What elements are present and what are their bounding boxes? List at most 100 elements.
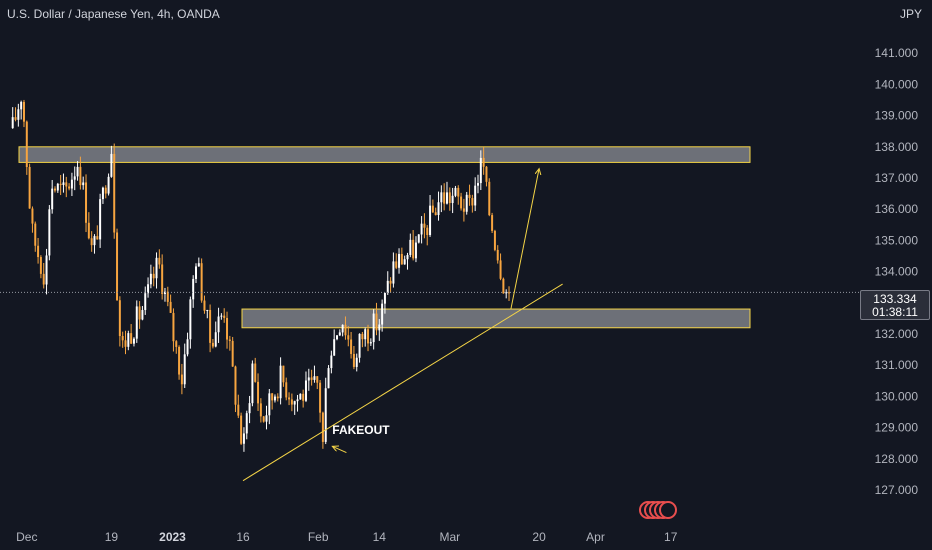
candle-body xyxy=(457,187,460,197)
candle-body xyxy=(107,176,110,194)
candle-body xyxy=(398,253,401,268)
candle-body xyxy=(431,205,434,213)
candle-body xyxy=(434,212,437,216)
candle-body xyxy=(189,299,192,340)
candle-body xyxy=(48,209,51,256)
candle-body xyxy=(17,109,20,120)
candle-body xyxy=(200,263,203,301)
price-tick-label: 127.000 xyxy=(875,483,919,497)
candle-body xyxy=(454,187,457,196)
time-tick-label: 19 xyxy=(105,530,119,544)
candle-body xyxy=(101,187,104,200)
candle-body xyxy=(96,236,99,240)
bar-countdown: 01:38:11 xyxy=(872,305,918,319)
candle-body xyxy=(465,194,468,212)
candle-body xyxy=(209,309,212,343)
candle-body xyxy=(491,215,494,231)
candle-body xyxy=(166,291,169,302)
candle-body xyxy=(68,186,71,189)
price-tick-label: 137.000 xyxy=(875,171,919,185)
candle-body xyxy=(248,403,251,414)
candle-body xyxy=(203,300,206,311)
candle-body xyxy=(56,183,59,191)
candle-body xyxy=(313,376,316,380)
candle-body xyxy=(259,403,262,417)
candle-body xyxy=(175,341,178,347)
candle-body xyxy=(477,183,479,186)
candle-body xyxy=(87,222,90,239)
price-tick-label: 132.000 xyxy=(875,327,919,341)
candle-body xyxy=(85,182,88,223)
candle-body xyxy=(400,253,403,265)
candle-body xyxy=(268,393,271,416)
zones-layer xyxy=(18,146,751,329)
candle-body xyxy=(355,357,358,367)
candle-body xyxy=(124,340,127,347)
candle-body xyxy=(155,257,158,279)
candle-body xyxy=(45,255,48,285)
time-axis[interactable]: Dec 19 2023 16 Feb 14 Mar 20 Apr 17 xyxy=(16,530,678,544)
time-tick-label: 14 xyxy=(373,530,387,544)
price-tick-label: 130.000 xyxy=(875,389,919,403)
support-trendline xyxy=(242,283,563,482)
candle-body xyxy=(426,227,429,235)
candle-body xyxy=(338,332,341,336)
candle-body xyxy=(468,194,471,199)
candle-body xyxy=(285,382,288,398)
time-tick-label: 2023 xyxy=(159,530,186,544)
candle-body xyxy=(296,399,299,402)
candle-body xyxy=(104,187,107,194)
candle-body xyxy=(307,377,310,381)
candle-body xyxy=(262,416,265,422)
candle-body xyxy=(386,280,389,293)
candle-body xyxy=(299,393,302,400)
candle-body xyxy=(488,181,491,216)
candle-body xyxy=(460,196,463,209)
candle-body xyxy=(505,292,508,294)
projection-arrow xyxy=(332,446,347,454)
candle-body xyxy=(20,101,23,110)
price-tick-label: 131.000 xyxy=(875,358,919,372)
candle-body xyxy=(429,205,432,235)
price-tick-label: 140.000 xyxy=(875,77,919,91)
candle-body xyxy=(448,192,451,204)
candle-body xyxy=(471,198,474,206)
candle-body xyxy=(59,183,62,186)
projection-arrow xyxy=(510,169,539,310)
candle-body xyxy=(302,393,305,401)
price-tick-label: 135.000 xyxy=(875,233,919,247)
candle-body xyxy=(54,188,56,191)
candle-body xyxy=(132,338,135,344)
candle-body xyxy=(135,306,138,339)
candle-body xyxy=(344,324,347,336)
candle-body xyxy=(237,404,240,416)
candle-body xyxy=(79,166,82,186)
candle-body xyxy=(141,310,144,320)
candle-body xyxy=(217,316,220,333)
candle-body xyxy=(163,291,166,295)
candle-body xyxy=(440,192,443,203)
candle-body xyxy=(186,339,189,355)
currency-label: JPY xyxy=(899,7,922,21)
price-tick-label: 138.000 xyxy=(875,140,919,154)
candle-body xyxy=(276,396,279,399)
candle-body xyxy=(361,333,364,340)
candle-body xyxy=(406,254,409,260)
current-price: 133.334 xyxy=(873,292,917,306)
candle-body xyxy=(51,188,54,210)
price-axis[interactable]: 127.000 128.000 129.000 130.000 131.000 132.0… xyxy=(875,46,919,497)
candle-body xyxy=(358,333,361,358)
candle-body xyxy=(62,182,65,186)
candle-body xyxy=(42,273,45,285)
price-tick-label: 141.000 xyxy=(875,46,919,60)
candle-body xyxy=(485,166,488,182)
candle-body xyxy=(28,167,31,209)
candle-body xyxy=(220,315,223,317)
candle-body xyxy=(496,249,499,261)
candle-body xyxy=(369,342,372,344)
candle-body xyxy=(383,292,386,304)
candle-body xyxy=(420,223,423,235)
candle-body xyxy=(293,401,296,405)
time-tick-label: Apr xyxy=(586,530,605,544)
